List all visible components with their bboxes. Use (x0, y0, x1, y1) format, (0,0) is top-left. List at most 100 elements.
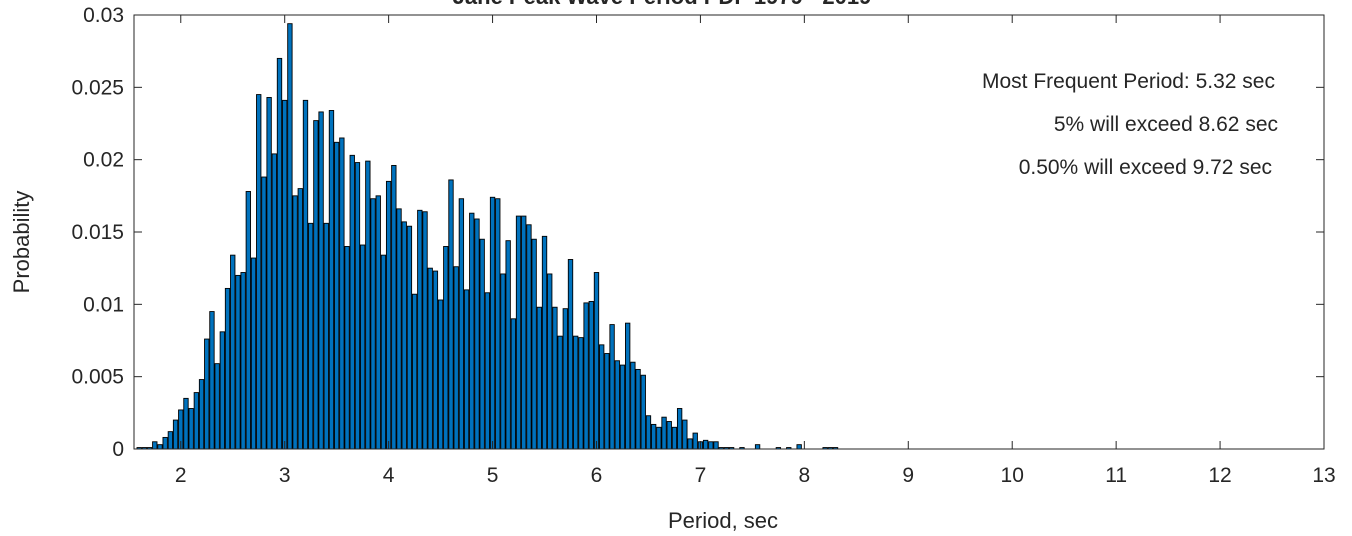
histogram-bar (302, 99, 309, 450)
histogram-bar (443, 246, 449, 450)
histogram-bar (427, 267, 433, 450)
histogram-bar (562, 308, 568, 450)
histogram-bar (282, 99, 288, 450)
histogram-bar (536, 306, 542, 450)
histogram-bar (219, 331, 226, 450)
histogram-bar (754, 444, 761, 450)
histogram-bar (292, 195, 298, 450)
histogram-bar (495, 198, 501, 450)
y-tick-label: 0.015 (71, 221, 124, 244)
histogram-bar (609, 324, 615, 450)
histogram-bar (235, 274, 241, 450)
histogram-bar (380, 254, 387, 450)
histogram-bar (432, 270, 439, 450)
annotation-most-frequent: Most Frequent Period: 5.32 sec (982, 70, 1275, 93)
histogram-bar (708, 441, 714, 450)
x-tick-label: 5 (487, 464, 499, 487)
x-tick-label: 3 (279, 464, 291, 487)
histogram-bar (666, 421, 672, 450)
histogram-bar (214, 363, 220, 450)
histogram-bar (308, 222, 314, 450)
histogram-bar (344, 246, 350, 450)
histogram-bar (271, 153, 277, 450)
x-axis-ticks: 2 3 4 5 6 7 8 9 10 11 12 13 (175, 15, 1336, 487)
histogram-bar (500, 273, 506, 450)
y-axis-ticks: 0 0.005 0.01 0.015 0.02 0.025 0.03 (71, 4, 1324, 461)
chart-title: Jane Peak Wave Period PDF 1979 - 2019 (453, 0, 872, 9)
histogram-bar (656, 426, 662, 450)
histogram-bar (567, 259, 574, 450)
x-tick-label: 4 (383, 464, 395, 487)
histogram-bar (515, 215, 522, 450)
histogram-bar (204, 338, 210, 450)
histogram-bar (573, 335, 579, 450)
histogram-bar (313, 120, 319, 450)
histogram-bar (682, 419, 688, 450)
x-tick-label: 2 (175, 464, 187, 487)
histogram-bar (489, 196, 496, 450)
histogram-bar (552, 306, 558, 450)
histogram-bar (619, 364, 626, 450)
histogram-bar (401, 221, 407, 450)
y-tick-label: 0.005 (71, 366, 124, 389)
histogram-bar (193, 392, 200, 450)
histogram-bar (702, 439, 709, 450)
histogram-bar (417, 209, 423, 450)
histogram-bar (172, 419, 179, 450)
histogram-bar (188, 408, 194, 450)
histogram-bar (287, 23, 293, 450)
histogram-bar (599, 344, 605, 450)
histogram-bar (276, 57, 283, 450)
histogram-bar (713, 441, 719, 450)
x-axis-label: Period, sec (668, 508, 778, 533)
histogram-bar (510, 318, 517, 450)
y-tick-label: 0.025 (71, 76, 124, 99)
histogram-bar (396, 208, 402, 450)
histogram-bar (661, 416, 667, 450)
histogram-bar (240, 272, 246, 450)
histogram-bar (640, 374, 646, 450)
histogram-bar (671, 426, 678, 450)
histogram-bar (474, 218, 480, 450)
histogram-bar (183, 397, 189, 450)
histogram-bar (334, 141, 340, 450)
bar-group (136, 23, 839, 450)
histogram-bar (162, 436, 168, 450)
histogram-bar (531, 238, 537, 450)
x-tick-label: 12 (1208, 464, 1231, 487)
histogram-bar (484, 292, 491, 450)
annotation-5pct-exceed: 5% will exceed 8.62 sec (1054, 113, 1278, 136)
histogram-bar (687, 438, 693, 450)
histogram-bar (224, 287, 231, 450)
histogram-bar (614, 360, 620, 450)
histogram-bar (604, 353, 610, 450)
histogram-bar (328, 110, 335, 450)
histogram-bar (625, 322, 631, 450)
histogram-bar (266, 97, 272, 450)
histogram-bar (526, 224, 532, 450)
histogram-bar (437, 299, 444, 450)
histogram-bar (547, 273, 553, 450)
histogram-bar (650, 423, 657, 450)
histogram-bar (250, 257, 257, 450)
histogram-bar (583, 302, 589, 450)
histogram-bar (593, 272, 600, 450)
histogram-bar (209, 311, 215, 450)
y-tick-label: 0.03 (83, 4, 124, 27)
histogram-bar (297, 188, 303, 450)
histogram-bar (588, 300, 594, 450)
x-tick-label: 9 (902, 464, 914, 487)
histogram-bar (541, 235, 548, 450)
histogram-bar (796, 444, 802, 450)
histogram-bar (349, 154, 355, 450)
histogram-bar (469, 212, 475, 450)
histogram-bar (505, 240, 511, 450)
histogram-bar (463, 289, 470, 450)
histogram-bar (245, 191, 251, 450)
histogram-bar (323, 222, 329, 450)
annotation-half-pct-exceed: 0.50% will exceed 9.72 sec (1019, 156, 1272, 179)
x-tick-label: 13 (1312, 464, 1335, 487)
histogram-bar (521, 215, 527, 450)
histogram-bar (676, 408, 683, 450)
